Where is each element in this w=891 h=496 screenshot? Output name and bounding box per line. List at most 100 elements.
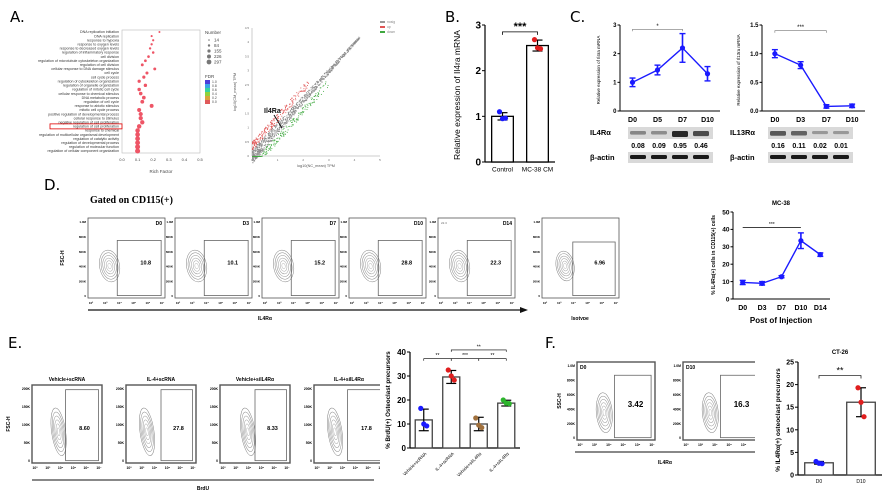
point-down [310,97,312,99]
point-nosig [333,66,335,68]
point-nosig [255,154,256,156]
point-up [256,144,258,146]
point-up [293,95,295,97]
point-nosig [336,62,338,64]
point-nosig [315,87,317,89]
point-down [283,128,285,129]
point-up [284,105,286,107]
gate-percentage: 8.60 [79,426,90,432]
point-down [317,91,319,93]
y-axis-label: SSC-H [557,393,563,409]
point-nosig [257,144,259,146]
legend-number-label: 155 [214,49,222,54]
point-nosig [260,151,262,153]
point-down [274,139,276,141]
x-tick-label: D0 [628,117,637,124]
point-down [278,133,279,135]
y-tick-label: 100K [304,423,313,427]
gate-box [116,239,162,297]
point-down [289,125,291,127]
point-down [285,133,286,135]
gate-percentage: 27.8 [173,426,184,432]
x-tick-label: 10³ [592,443,598,447]
point-nosig [317,82,319,83]
point-up [283,109,285,111]
point-nosig [301,96,303,98]
point-down [313,95,315,97]
point-nosig [261,144,263,146]
point-nosig [290,117,292,119]
data-point [506,401,512,407]
point-up [298,91,300,93]
x-tick-label: 10⁴ [204,301,209,305]
point-up [303,88,305,90]
point-up [277,117,278,119]
point-nosig [252,151,254,153]
point-nosig [313,90,315,92]
point-up [278,116,280,118]
point-nosig [279,123,281,125]
y-tick-label: 3 [475,21,481,32]
point-nosig [309,94,311,96]
point-down [301,112,303,114]
x-tick-label: D7 [822,117,831,124]
point-down [311,98,313,100]
point-down [312,97,313,99]
contour-line [457,263,462,269]
point-nosig [295,103,297,105]
point-down [252,156,253,157]
point-down [271,148,273,150]
point-nosig [269,139,271,141]
x-tick-label: 10⁷ [510,301,515,305]
point-nosig [279,131,281,132]
x-tick-label: 10⁶ [319,301,324,305]
point-up [253,147,255,149]
go-term-label: DNA replication [94,34,119,38]
ct26-flow-plots: 3.42 D0 0 200K 400K 600K 800K 1.0M 10² 10³ 10⁴ 10⁵ 1… [557,361,755,466]
point-nosig [309,90,311,92]
point-nosig [252,156,254,158]
point-nosig [327,74,329,76]
point-nosig [325,73,327,75]
ct26-bar-chart: 0 5 10 15 20 25 D0 D10 CT-26 % IL4Rα(+) osteoclas… [775,350,882,485]
panel-label-e: E. [8,334,23,352]
go-term-label: regulation of cell proliferation [73,125,119,129]
point-nosig [311,88,313,90]
point-down [279,137,281,139]
point-up [294,95,296,97]
point-nosig [271,137,273,139]
point-nosig [335,62,337,64]
point-nosig [290,110,291,111]
point-nosig [274,127,276,129]
x-tick-label: 0.5 [197,157,203,162]
point-nosig [265,146,267,148]
point-down [269,144,271,146]
point-nosig [261,151,263,153]
point-nosig [258,147,260,149]
point-up [283,111,285,113]
flow-plot-frame [174,217,253,299]
point-nosig [332,65,334,67]
x-tick-label: 10⁶ [635,443,641,447]
legend-fdr-label: 0.4 [212,92,217,96]
point-nosig [292,113,294,115]
point-nosig [328,71,330,73]
point-up [255,143,257,144]
point-nosig [265,137,267,139]
point-nosig [252,162,254,164]
contour-line [452,255,467,277]
y-tick-label: 0 [84,294,86,298]
point-nosig [271,137,273,139]
point-nosig [334,64,336,66]
go-term-label: cellular response to DNA damage stimulus [51,67,119,71]
y-tick-label: 0 [573,436,575,440]
point-up [264,128,266,130]
y-tick-label: 600K [166,250,174,254]
point-up [263,129,265,131]
point-nosig [271,134,273,136]
point-nosig [307,94,309,96]
point-nosig [314,86,316,88]
point-nosig [349,47,351,49]
point-down [323,84,325,86]
cd115-flow-plots: 10.8 D0 0 200K 400K 600K 800K 1.0M 10² 10³ 10⁴ 10⁵ 1… [60,217,620,320]
